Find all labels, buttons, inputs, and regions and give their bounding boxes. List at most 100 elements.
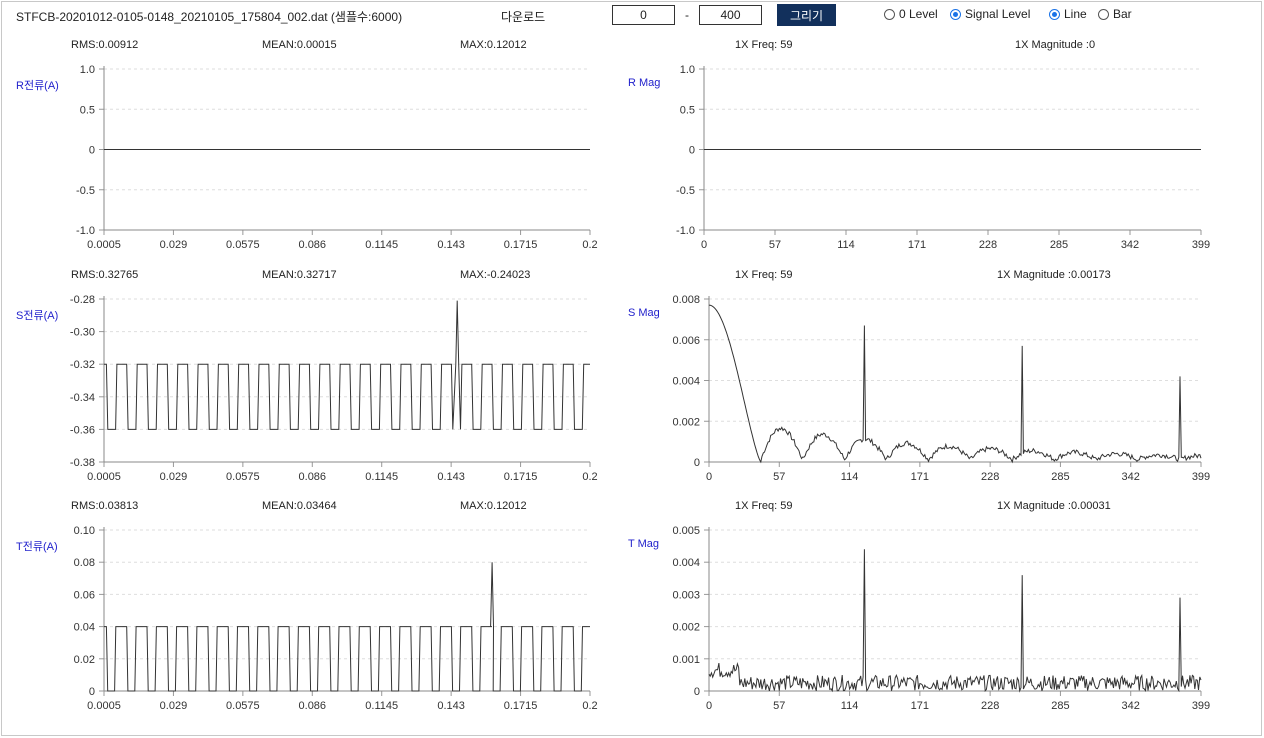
- r-current-ytick-label: 1.0: [80, 64, 95, 76]
- r-mag-xtick-label: 114: [837, 239, 855, 251]
- radio-line[interactable]: Line: [1049, 7, 1087, 21]
- s-current-xtick-label: 0.1145: [365, 471, 398, 483]
- t-mag-ylabel: T Mag: [628, 538, 659, 550]
- t-fft-mag: 1X Magnitude :0.00031: [997, 500, 1111, 512]
- radio-signal-level[interactable]: Signal Level: [950, 7, 1030, 21]
- r-rms: RMS:0.00912: [71, 39, 139, 51]
- s-max: MAX:-0.24023: [460, 269, 531, 281]
- radio-signal-level-dot[interactable]: [950, 8, 961, 20]
- s-current-ytick-label: -0.28: [70, 294, 95, 306]
- s-mag-xtick-label: 285: [1051, 471, 1069, 483]
- t-mag-series-line: [708, 549, 1202, 693]
- t-mean: MEAN:0.03464: [262, 500, 337, 512]
- r-mag-xtick-label: 342: [1121, 239, 1139, 251]
- s-current-ytick-label: -0.38: [70, 457, 95, 469]
- t-current-ytick-label: 0.06: [74, 589, 95, 601]
- radio-zero-level[interactable]: 0 Level: [884, 7, 938, 21]
- t-mag-xtick-label: 228: [981, 700, 999, 712]
- t-mag-chart: 0.005 0.004 0.003 0.002 0.001 00 57 114 171 228 28…: [672, 525, 1210, 712]
- r-current-xtick-label: 0.1715: [504, 239, 538, 251]
- r-mag-ytick-label: 1.0: [680, 64, 695, 76]
- t-mag-xtick-label: 285: [1051, 700, 1069, 712]
- t-current-ylabel: T전류(A): [16, 541, 58, 553]
- s-current-xtick-label: 0.0575: [226, 471, 260, 483]
- t-mag-xtick-label: 0: [706, 700, 712, 712]
- t-current-xtick-label: 0.029: [160, 700, 188, 712]
- radio-line-dot[interactable]: [1049, 8, 1060, 20]
- s-mag-ylabel: S Mag: [628, 307, 660, 319]
- radio-zero-level-label: 0 Level: [899, 7, 938, 21]
- t-current-chart: 0.10 0.08 0.06 0.04 0.02 0 0.0005 0.029 0.0575 0.…: [74, 525, 598, 712]
- radio-signal-level-label: Signal Level: [965, 7, 1031, 21]
- t-mag-xtick-label: 114: [841, 700, 859, 712]
- r-fft-freq: 1X Freq: 59: [735, 39, 793, 51]
- t-current-xtick-label: 0.2: [582, 700, 597, 712]
- s-current-xtick-label: 0.2: [582, 471, 597, 483]
- s-mean: MEAN:0.32717: [262, 269, 337, 281]
- t-current-series-line: [104, 562, 590, 692]
- r-current-xtick-label: 0.2: [582, 239, 597, 251]
- s-mag-ytick-label: 0.008: [672, 294, 700, 306]
- s-mag-chart: 0.008 0.006 0.004 0.002 00 57 114 171 228 285 342 3…: [672, 294, 1210, 483]
- t-max: MAX:0.12012: [460, 500, 527, 512]
- s-current-chart: -0.28 -0.30 -0.32 -0.34 -0.36 -0.38 0.0005 0.02…: [70, 294, 598, 483]
- r-mag-ytick-label: 0: [689, 145, 695, 157]
- r-mag-xtick-label: 0: [701, 239, 707, 251]
- radio-bar[interactable]: Bar: [1098, 7, 1132, 21]
- r-mag-xtick-label: 228: [979, 239, 997, 251]
- t-current-xtick-label: 0.0575: [226, 700, 260, 712]
- r-mag-chart: 1.0 0.5 0 -0.5 -1.0 0 57 114 171 228 285 342 399: [676, 64, 1210, 251]
- r-max: MAX:0.12012: [460, 39, 527, 51]
- r-mag-xtick-label: 171: [908, 239, 926, 251]
- r-mean: MEAN:0.00015: [262, 39, 337, 51]
- draw-button[interactable]: 그리기: [777, 4, 836, 26]
- s-fft-freq: 1X Freq: 59: [735, 269, 793, 281]
- s-current-ytick-label: -0.30: [70, 327, 95, 339]
- radio-bar-dot[interactable]: [1098, 8, 1109, 20]
- download-link[interactable]: 다운로드: [501, 10, 546, 24]
- radio-bar-label: Bar: [1113, 7, 1132, 21]
- r-mag-xtick-label: 57: [769, 239, 781, 251]
- r-current-xtick-label: 0.0575: [226, 239, 260, 251]
- r-current-ytick-label: 0.5: [80, 104, 95, 116]
- t-current-ytick-label: 0: [89, 686, 95, 698]
- s-mag-ytick-label: 0.004: [672, 376, 700, 388]
- t-current-ytick-label: 0.02: [74, 654, 95, 666]
- s-current-ytick-label: -0.36: [70, 424, 95, 436]
- t-mag-ytick-label: 0: [694, 686, 700, 698]
- t-mag-xtick-label: 342: [1122, 700, 1140, 712]
- t-current-xtick-label: 0.086: [299, 700, 327, 712]
- r-current-xtick-label: 0.1145: [365, 239, 398, 251]
- t-current-ytick-label: 0.08: [74, 557, 95, 569]
- radio-zero-level-dot[interactable]: [884, 8, 895, 20]
- s-rms: RMS:0.32765: [71, 269, 139, 281]
- range-end-input[interactable]: [699, 5, 762, 25]
- radio-line-label: Line: [1064, 7, 1087, 21]
- t-current-xtick-label: 0.1715: [504, 700, 538, 712]
- r-mag-xtick-label: 399: [1192, 239, 1210, 251]
- s-current-xtick-label: 0.143: [437, 471, 465, 483]
- s-fft-mag: 1X Magnitude :0.00173: [997, 269, 1111, 281]
- r-current-ytick-label: -1.0: [76, 225, 95, 237]
- s-mag-xtick-label: 399: [1192, 471, 1210, 483]
- s-mag-xtick-label: 114: [841, 471, 859, 483]
- s-current-xtick-label: 0.0005: [87, 471, 121, 483]
- s-mag-xtick-label: 171: [911, 471, 929, 483]
- t-fft-freq: 1X Freq: 59: [735, 500, 793, 512]
- s-current-series-line: [104, 300, 590, 430]
- t-current-xtick-label: 0.143: [437, 700, 465, 712]
- r-fft-mag: 1X Magnitude :0: [1015, 39, 1096, 51]
- t-mag-xtick-label: 57: [773, 700, 785, 712]
- t-mag-ytick-label: 0.004: [672, 557, 700, 569]
- r-mag-ytick-label: -0.5: [676, 185, 695, 197]
- s-mag-ytick-label: 0: [694, 457, 700, 469]
- range-start-input[interactable]: [612, 5, 675, 25]
- t-mag-ytick-label: 0.005: [672, 525, 700, 537]
- s-mag-ytick-label: 0.006: [672, 335, 700, 347]
- s-mag-xtick-label: 228: [981, 471, 999, 483]
- s-mag-xtick-label: 342: [1122, 471, 1140, 483]
- s-current-ytick-label: -0.34: [70, 392, 95, 404]
- t-rms: RMS:0.03813: [71, 500, 139, 512]
- t-mag-xtick-label: 399: [1192, 700, 1210, 712]
